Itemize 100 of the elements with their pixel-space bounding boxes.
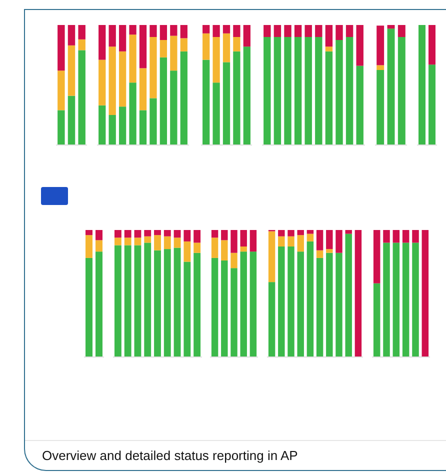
bar: [264, 37, 271, 145]
bar: [233, 25, 240, 37]
bar: [174, 238, 181, 248]
bar: [294, 25, 302, 37]
bar: [150, 98, 157, 145]
bar: [230, 268, 238, 357]
bar: [114, 238, 122, 246]
bar: [134, 245, 142, 357]
bar: [139, 25, 147, 68]
bar: [221, 240, 228, 260]
bar: [306, 234, 314, 242]
bar: [243, 25, 250, 47]
bar: [194, 252, 201, 357]
bar: [230, 230, 238, 253]
bar: [174, 230, 181, 238]
bar: [240, 246, 247, 252]
bar: [345, 234, 352, 357]
bar: [78, 50, 86, 145]
bar: [134, 230, 142, 238]
bar: [268, 231, 276, 282]
bar: [114, 230, 122, 238]
bar: [180, 51, 188, 145]
bar: [144, 230, 152, 236]
bar: [129, 25, 136, 35]
bar: [315, 25, 322, 37]
bar: [316, 258, 324, 357]
bar: [118, 51, 126, 107]
bar: [211, 258, 218, 357]
text: Overview and detailed status reporting in AP: [42, 448, 298, 463]
bar: [58, 25, 65, 71]
bar: [202, 33, 210, 60]
bar: [164, 236, 171, 250]
bar: [211, 238, 218, 258]
bar: [274, 25, 282, 37]
bar: [326, 230, 333, 250]
bar: [376, 70, 384, 145]
bar: [98, 25, 106, 60]
bar: [86, 258, 92, 357]
bar: [346, 25, 354, 37]
bar: [154, 250, 161, 357]
bar: [294, 37, 302, 145]
bar: [222, 25, 230, 34]
bar: [326, 252, 333, 357]
bar: [222, 33, 230, 62]
bar: [304, 25, 312, 37]
bar: [58, 110, 65, 145]
bar: [288, 230, 294, 236]
bar: [222, 62, 230, 145]
bar: [164, 230, 171, 236]
bar: [304, 37, 312, 145]
bar: [336, 40, 343, 145]
bar: [345, 230, 352, 234]
bar: [268, 282, 276, 357]
bar: [221, 260, 228, 357]
bar: [297, 230, 304, 236]
bar: [336, 25, 343, 40]
bar: [325, 25, 333, 47]
bar: [180, 38, 188, 52]
bar: [108, 46, 116, 115]
bar: [180, 25, 188, 38]
bar: [96, 252, 102, 357]
bar: [68, 45, 76, 96]
bar: [243, 46, 250, 145]
bar: [154, 230, 161, 236]
bar: [326, 249, 333, 253]
bar: [336, 252, 342, 357]
bar: [174, 248, 181, 357]
bar: [164, 249, 171, 357]
bar: [202, 25, 210, 34]
bar: [211, 230, 218, 238]
bar: [274, 37, 282, 145]
bar: [278, 246, 285, 357]
bar: [230, 252, 238, 268]
bar: [160, 40, 168, 58]
bar: [212, 82, 220, 145]
bar: [233, 37, 240, 52]
bar: [250, 230, 257, 252]
bar: [170, 70, 178, 145]
bar: [96, 230, 102, 240]
bar: [297, 235, 304, 252]
bar: [170, 36, 178, 71]
bar: [184, 241, 191, 262]
bar: [212, 25, 220, 37]
bar: [124, 245, 132, 357]
bar: [108, 115, 116, 145]
bar: [129, 34, 136, 83]
bar: [78, 25, 86, 40]
bar: [86, 235, 92, 258]
bar: [96, 240, 102, 252]
bar: [250, 252, 257, 357]
bar: [316, 250, 324, 258]
bar: [139, 68, 147, 110]
bar: [114, 245, 122, 357]
bar: [288, 236, 294, 247]
bar: [58, 70, 65, 110]
bar: [354, 230, 362, 357]
bar: [356, 66, 364, 145]
bar: [68, 25, 76, 46]
bar: [212, 37, 220, 83]
bar: [346, 37, 354, 145]
